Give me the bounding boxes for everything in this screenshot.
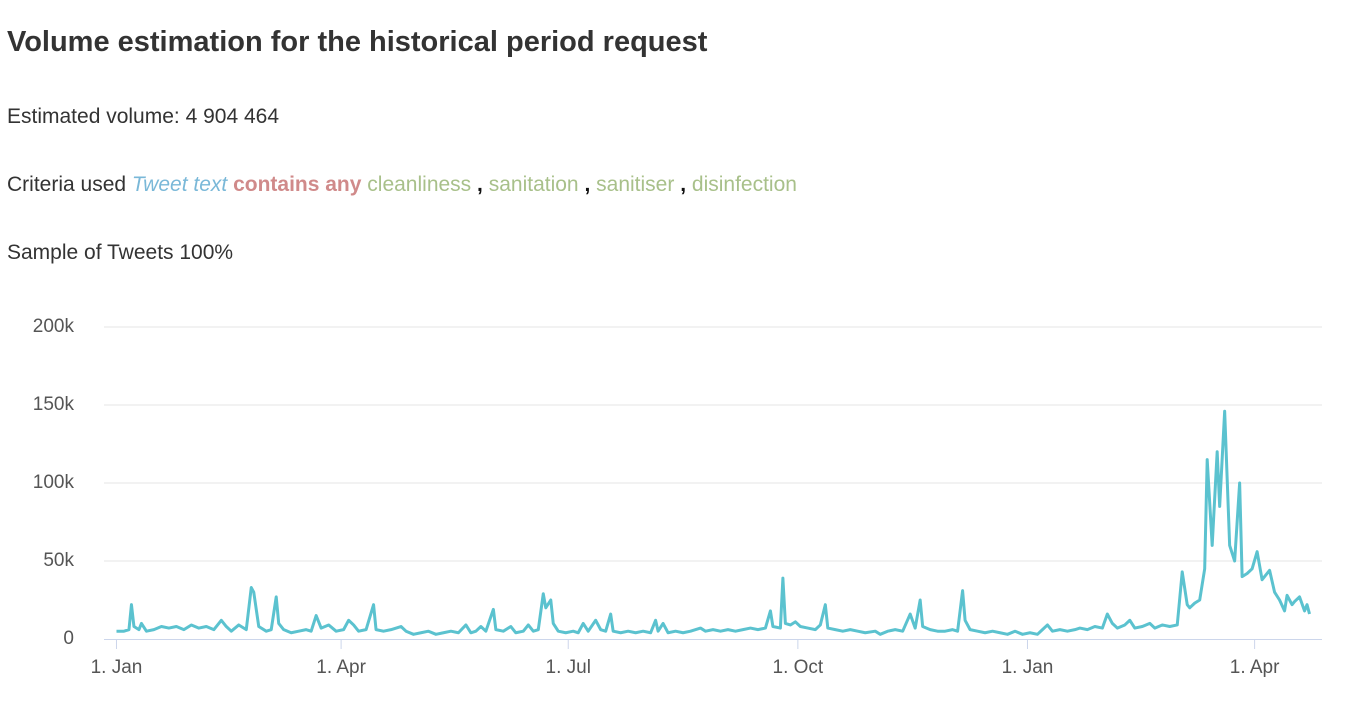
title: Volume estimation for the historical per… [7, 26, 708, 58]
separator: , [584, 173, 591, 196]
criteria-operator: contains any [233, 173, 362, 196]
separator: , [477, 173, 483, 196]
x-tick-label: 1. Oct [773, 657, 824, 678]
criteria: Criteria used Tweet text contains any cl… [7, 173, 797, 197]
y-tick-label: 200k [33, 316, 75, 337]
x-tick-label: 1. Jan [91, 657, 143, 678]
criteria-term: sanitiser [596, 173, 675, 196]
criteria-field: Tweet text [131, 173, 228, 196]
x-tick-label: 1. Apr [316, 657, 366, 678]
x-tick-label: 1. Jul [546, 657, 591, 678]
criteria-term: cleanliness [367, 173, 472, 196]
criteria-term: sanitation [488, 173, 579, 196]
criteria-label: Criteria used [7, 173, 127, 196]
x-tick-label: 1. Jan [1002, 657, 1054, 678]
y-tick-label: 50k [43, 550, 74, 571]
data-line [116, 409, 1311, 636]
criteria-term: disinfection [691, 173, 797, 196]
y-tick-label: 100k [33, 472, 75, 493]
y-tick-label: 0 [63, 628, 74, 649]
y-tick-label: 150k [33, 394, 75, 415]
separator: , [680, 173, 687, 196]
sample: Sample of Tweets 100% [7, 241, 234, 264]
volume: Estimated volume: 4 904 464 [7, 105, 279, 128]
x-tick-label: 1. Apr [1230, 657, 1280, 678]
